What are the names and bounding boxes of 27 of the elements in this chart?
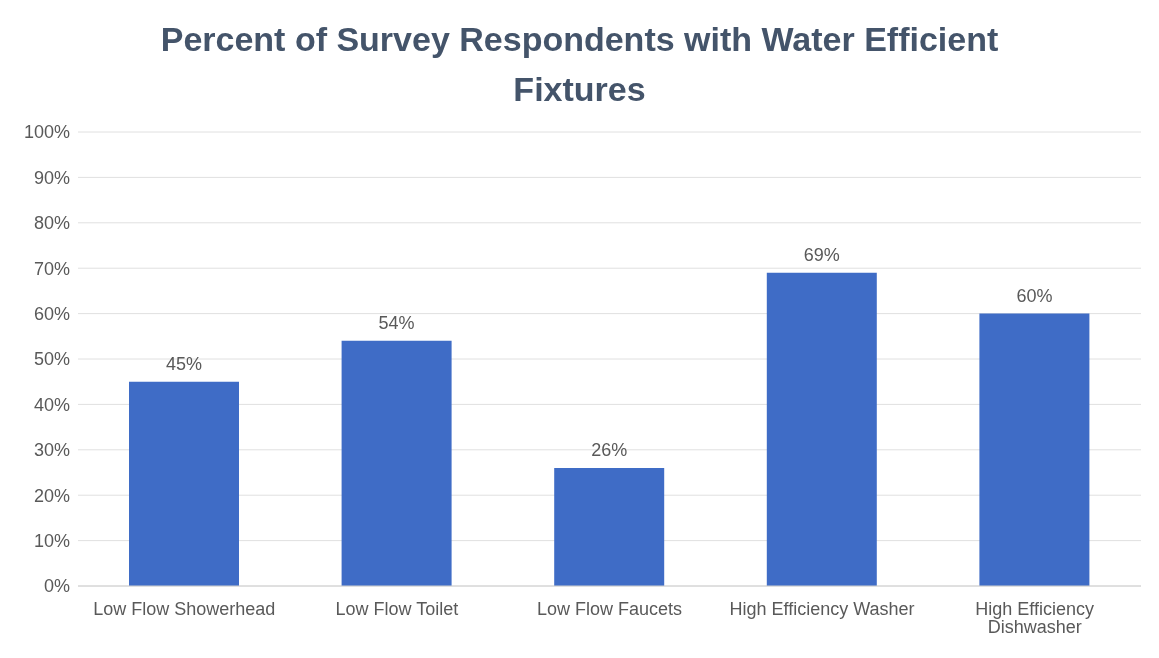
y-tick-label: 30% <box>33 440 70 461</box>
y-tick-label: 90% <box>33 167 70 188</box>
y-tick-label: 40% <box>33 394 70 415</box>
bar <box>766 272 877 586</box>
y-tick-label: 100% <box>23 122 70 143</box>
y-tick-label: 70% <box>33 258 70 279</box>
y-tick-label: 60% <box>33 303 70 324</box>
data-label: 69% <box>803 244 840 265</box>
data-label: 26% <box>591 439 628 460</box>
data-label: 60% <box>1016 285 1053 306</box>
data-label: 45% <box>165 353 203 374</box>
x-tick-label: Low Flow Faucets <box>536 598 683 619</box>
y-tick-label: 50% <box>33 349 70 370</box>
y-tick-label: 0% <box>43 576 70 597</box>
x-tick-label: Low Flow Showerhead <box>93 598 276 619</box>
x-tick-label: High Efficiency Dishwasher <box>975 598 1095 637</box>
y-tick-label: 80% <box>33 213 70 234</box>
y-tick-label: 10% <box>33 530 70 551</box>
bar <box>129 381 239 586</box>
bar <box>554 467 665 586</box>
x-tick-label: Low Flow Toilet <box>335 598 459 619</box>
data-label: 54% <box>378 312 415 333</box>
chart-title: Percent of Survey Respondents with Water Efficient Fixtures <box>159 19 1000 110</box>
bar <box>341 340 452 586</box>
bar <box>979 313 1090 586</box>
x-tick-label: High Efficiency Washer <box>729 598 915 619</box>
y-tick-label: 20% <box>33 485 70 506</box>
